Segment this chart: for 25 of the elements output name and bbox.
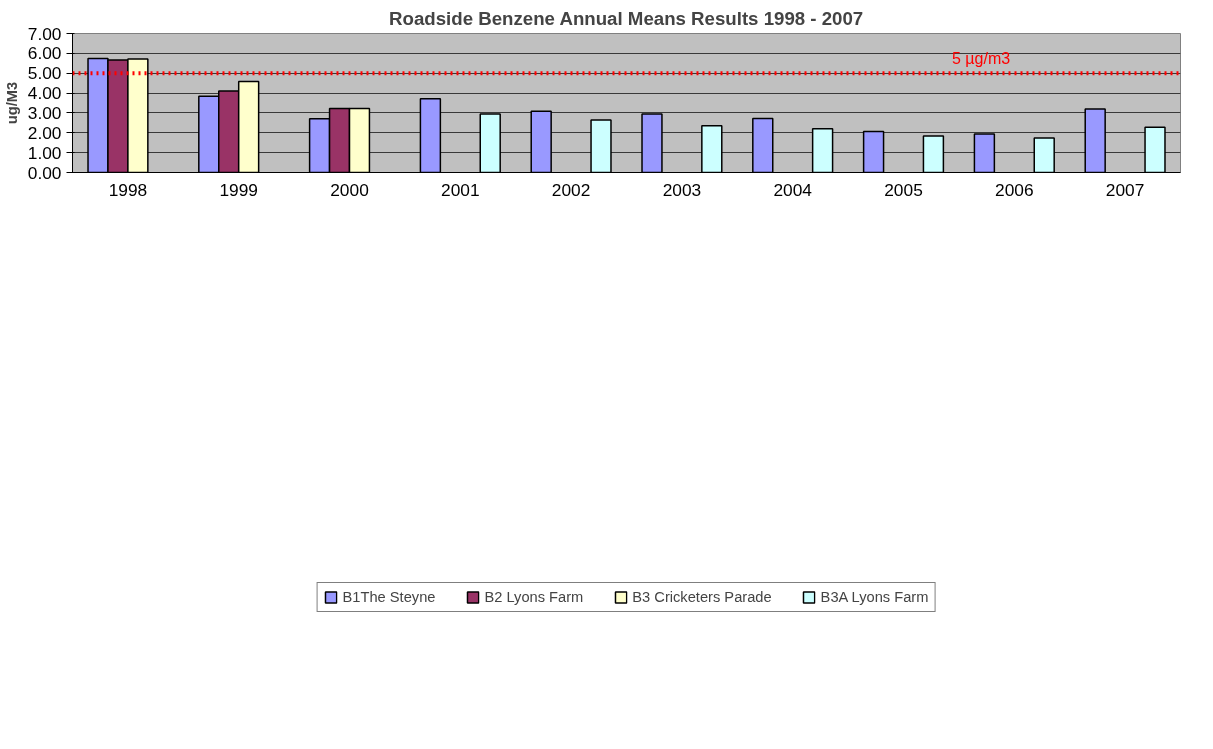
x-tick-label: 2005 [884, 179, 923, 200]
x-tick-label: 2000 [330, 179, 369, 200]
y-tick-label: 7.00 [27, 23, 62, 44]
y-tick-label: 0.00 [27, 162, 62, 183]
chart-title: Roadside Benzene Annual Means Results 1998 - 2007 [389, 7, 864, 29]
x-tick-label: 1999 [219, 179, 258, 200]
legend-label: B3A Lyons Farm [820, 589, 929, 605]
x-tick-label: 2003 [662, 179, 702, 200]
x-tick-label: 2006 [995, 179, 1034, 200]
y-tick-label: 5.00 [27, 63, 62, 84]
y-tick-label: 4.00 [27, 83, 62, 104]
y-tick-label: 3.00 [27, 102, 62, 123]
legend-label: B2 Lyons Farm [484, 589, 584, 605]
x-tick-label: 2004 [773, 179, 813, 200]
x-tick-label: 2007 [1105, 179, 1145, 200]
ref-line-label: 5 µg/m3 [951, 50, 1011, 68]
x-tick-label: 1998 [108, 179, 148, 200]
y-tick-label: 1.00 [27, 142, 62, 163]
legend-label: B1The Steyne [342, 589, 436, 605]
x-tick-label: 2001 [441, 179, 480, 200]
y-axis-title: ug/M3 [3, 81, 20, 125]
y-tick-label: 2.00 [27, 122, 62, 143]
x-tick-label: 2002 [551, 179, 591, 200]
y-tick-label: 6.00 [27, 43, 62, 64]
legend-label: B3 Cricketers Parade [632, 589, 772, 605]
